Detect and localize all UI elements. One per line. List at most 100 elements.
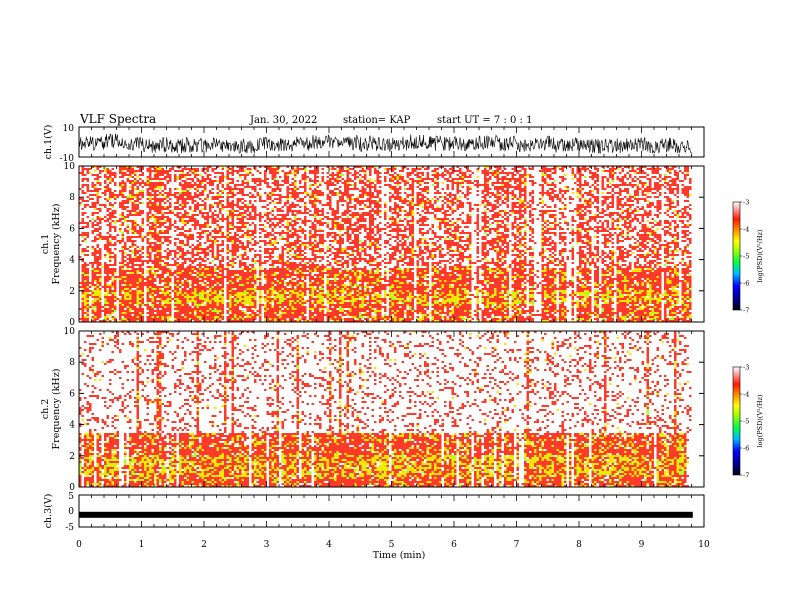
spectrogram-cell: [286, 166, 289, 168]
spectrogram-cell: [291, 296, 294, 298]
spectrogram-cell: [164, 208, 167, 210]
spectrogram-cell: [229, 272, 232, 274]
spectrogram-cell: [276, 260, 279, 262]
spectrogram-cell: [211, 318, 214, 320]
spectrogram-cell: [164, 226, 167, 228]
spectrogram-cell: [99, 232, 102, 234]
spectrogram-cell: [289, 204, 292, 206]
spectrogram-cell: [244, 194, 247, 196]
spectrogram-cell: [129, 190, 132, 192]
spectrogram-cell: [174, 230, 177, 232]
spectrogram-cell: [264, 260, 267, 262]
spectrogram-cell: [126, 294, 129, 296]
spectrogram-cell: [311, 236, 314, 238]
spectrogram-cell: [171, 290, 174, 292]
spectrogram-cell: [141, 192, 144, 194]
spectrogram-cell: [139, 292, 142, 294]
spectrogram-cell: [199, 236, 202, 238]
spectrogram-cell: [249, 314, 252, 316]
spectrogram-cell: [274, 300, 277, 302]
spectrogram-cell: [251, 210, 254, 212]
spectrogram-cell: [269, 318, 272, 320]
spectrogram-cell: [256, 214, 259, 216]
spectrogram-cell: [271, 284, 274, 286]
spectrogram-cell: [159, 290, 162, 292]
spectrogram-cell: [91, 302, 94, 304]
spectrogram-cell: [301, 212, 304, 214]
spectrogram-cell: [159, 174, 162, 176]
spectrogram-cell: [174, 284, 177, 286]
spectrogram-cell: [294, 284, 297, 286]
spectrogram-cell: [311, 298, 314, 300]
spectrogram-cell: [189, 182, 192, 184]
spectrogram-cell: [246, 256, 249, 258]
spectrogram-cell: [151, 306, 154, 308]
spectrogram-cell: [99, 258, 102, 260]
spectrogram-cell: [114, 174, 117, 176]
spectrogram-cell: [209, 306, 212, 308]
spectrogram-cell: [119, 186, 122, 188]
spectrogram-cell: [204, 312, 207, 314]
spectrogram-cell: [241, 198, 244, 200]
spectrogram-cell: [304, 220, 307, 222]
spectrogram-cell: [304, 182, 307, 184]
spectrogram-cell: [161, 260, 164, 262]
spectrogram-cell: [161, 298, 164, 300]
spectrogram-cell: [194, 276, 197, 278]
spectrogram-cell: [209, 238, 212, 240]
spectrogram-cell: [316, 166, 319, 168]
spectrogram-cell: [284, 270, 287, 272]
spectrogram-cell: [159, 200, 162, 202]
spectrogram-cell: [196, 270, 199, 272]
spectrogram-cell: [149, 246, 152, 248]
spectrogram-cell: [194, 208, 197, 210]
spectrogram-cell: [106, 290, 109, 292]
spectrogram-cell: [179, 294, 182, 296]
spectrogram-cell: [94, 280, 97, 282]
spectrogram-cell: [281, 264, 284, 266]
spectrogram-cell: [314, 230, 317, 232]
spectrogram-cell: [139, 312, 142, 314]
spectrogram-cell: [259, 280, 262, 282]
spectrogram-cell: [326, 184, 329, 186]
spectrogram-cell: [211, 292, 214, 294]
spectrogram-cell: [249, 274, 252, 276]
spectrogram-cell: [201, 178, 204, 180]
spectrogram-cell: [216, 278, 219, 280]
spectrogram-cell: [184, 286, 187, 288]
spectrogram-cell: [231, 310, 234, 312]
spectrogram-cell: [159, 226, 162, 228]
spectrogram-cell: [194, 168, 197, 170]
spectrogram-cell: [269, 306, 272, 308]
spectrogram-cell: [146, 312, 149, 314]
spectrogram-cell: [141, 280, 144, 282]
spectrogram-cell: [259, 228, 262, 230]
spectrogram-cell: [136, 170, 139, 172]
spectrogram-cell: [164, 220, 167, 222]
spectrogram-cell: [251, 270, 254, 272]
spectrogram-cell: [196, 310, 199, 312]
spectrogram-cell: [269, 276, 272, 278]
spectrogram-cell: [226, 210, 229, 212]
spectrogram-cell: [289, 172, 292, 174]
spectrogram-cell: [191, 316, 194, 318]
spectrogram-cell: [169, 212, 172, 214]
spectrogram-cell: [136, 276, 139, 278]
spectrogram-cell: [291, 308, 294, 310]
spectrogram-cell: [84, 284, 87, 286]
spectrogram-cell: [159, 306, 162, 308]
spectrogram-cell: [151, 292, 154, 294]
spectrogram-cell: [264, 250, 267, 252]
spectrogram-cell: [296, 170, 299, 172]
spectrogram-cell: [156, 294, 159, 296]
spectrogram-cell: [281, 206, 284, 208]
spectrogram-cell: [131, 302, 134, 304]
spectrogram-cell: [121, 170, 124, 172]
spectrogram-cell: [91, 276, 94, 278]
spectrogram-cell: [136, 166, 139, 168]
spectrogram-cell: [179, 240, 182, 242]
spectrogram-cell: [166, 268, 169, 270]
spectrogram-cell: [179, 246, 182, 248]
spectrogram-cell: [94, 186, 97, 188]
spectrogram-cell: [104, 320, 107, 322]
